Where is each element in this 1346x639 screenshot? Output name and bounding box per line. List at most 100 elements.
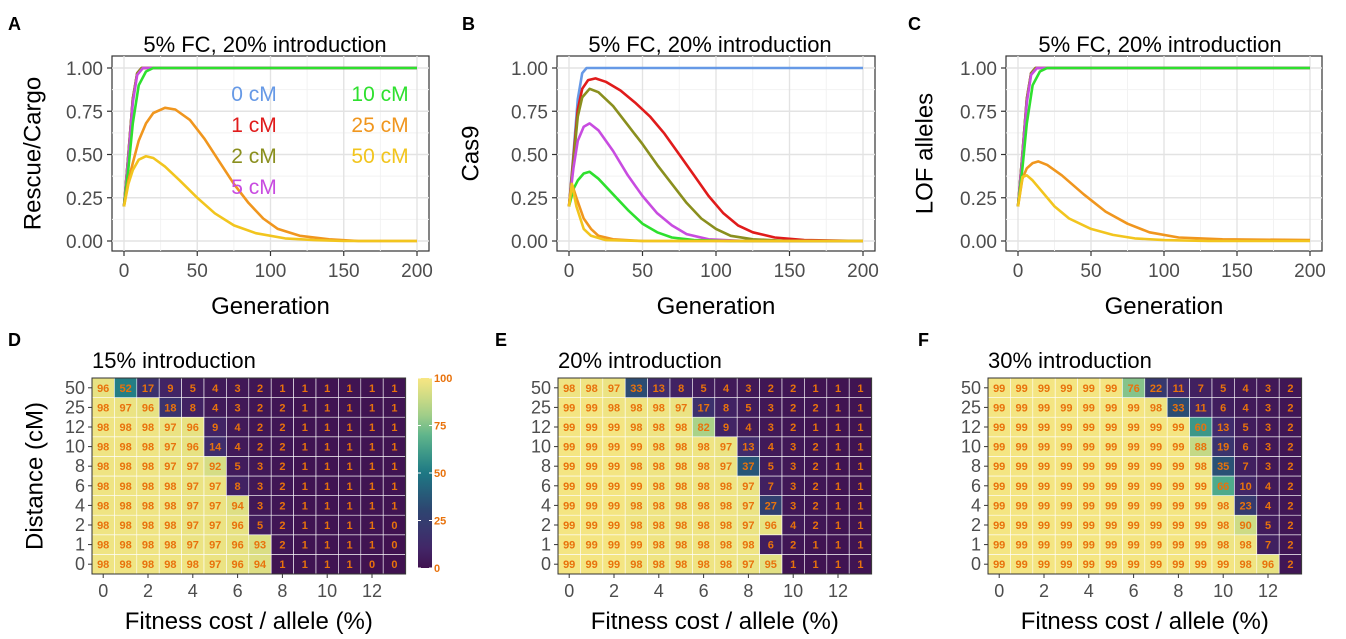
cell-value: 99 xyxy=(1015,422,1027,434)
series-line-10-cm xyxy=(1016,66,1310,207)
cell-value: 99 xyxy=(563,461,575,473)
cell-value: 1 xyxy=(391,442,397,454)
cell-value: 3 xyxy=(768,422,774,434)
y-tick-label: 8 xyxy=(541,456,551,476)
cell-value: 1 xyxy=(835,402,841,414)
cell-value: 98 xyxy=(187,559,199,571)
cell-value: 1 xyxy=(369,402,375,414)
cell-value: 97 xyxy=(720,461,732,473)
cell-value: 99 xyxy=(1060,461,1072,473)
cell-value: 2 xyxy=(813,402,819,414)
cell-value: 99 xyxy=(1127,481,1139,493)
y-tick-label: 0 xyxy=(541,554,551,574)
series-line-10-cm xyxy=(567,170,863,243)
cell-value: 1 xyxy=(790,559,796,571)
cell-value: 98 xyxy=(119,500,131,512)
cell-value: 0 xyxy=(391,559,397,571)
cell-value: 1 xyxy=(347,383,353,395)
cell-value: 99 xyxy=(585,520,597,532)
x-tick-label: 50 xyxy=(187,261,208,282)
cell-value: 99 xyxy=(1127,559,1139,571)
cell-value: 98 xyxy=(142,422,154,434)
cell-value: 97 xyxy=(742,481,754,493)
cell-value: 99 xyxy=(1172,520,1184,532)
x-tick-label: 6 xyxy=(699,581,709,601)
cell-value: 99 xyxy=(1195,520,1207,532)
cell-value: 19 xyxy=(1217,442,1229,454)
cell-value: 1 xyxy=(369,383,375,395)
cell-value: 98 xyxy=(164,481,176,493)
y-tick-label: 1 xyxy=(541,535,551,555)
y-tick-label: 1 xyxy=(75,535,85,555)
cell-value: 97 xyxy=(209,481,221,493)
cell-value: 98 xyxy=(1195,461,1207,473)
cell-value: 99 xyxy=(1015,402,1027,414)
cell-value: 99 xyxy=(608,540,620,552)
cell-value: 2 xyxy=(813,481,819,493)
x-tick-label: 200 xyxy=(1294,261,1326,282)
cell-value: 99 xyxy=(1083,383,1095,395)
x-tick-label: 100 xyxy=(1148,261,1180,282)
cell-value: 1 xyxy=(324,559,330,571)
cell-value: 99 xyxy=(1015,540,1027,552)
cell-value: 7 xyxy=(1265,540,1271,552)
cell-value: 4 xyxy=(235,422,242,434)
cell-value: 98 xyxy=(97,402,109,414)
x-tick-label: 100 xyxy=(255,261,287,282)
cell-value: 99 xyxy=(1195,500,1207,512)
cell-value: 99 xyxy=(1038,500,1050,512)
cell-value: 1 xyxy=(369,422,375,434)
y-tick-label: 6 xyxy=(971,476,981,496)
heatmap-f: 99 99 99 99 99 99 99 99 99 99 99 98 96 2 99 99 99 99 99 99 9… xyxy=(918,330,1303,635)
cell-value: 98 xyxy=(653,500,665,512)
cell-value: 3 xyxy=(1265,461,1271,473)
cell-value: 99 xyxy=(608,442,620,454)
cell-value: 6 xyxy=(768,540,774,552)
cell-value: 1 xyxy=(391,422,397,434)
y-tick-label: 2 xyxy=(971,515,981,535)
cell-value: 99 xyxy=(1038,422,1050,434)
x-tick-label: 150 xyxy=(774,261,806,282)
series-line-50-cm xyxy=(1016,174,1310,243)
cell-value: 98 xyxy=(675,500,687,512)
cell-value: 0 xyxy=(391,520,397,532)
cell-value: 1 xyxy=(279,559,285,571)
cell-value: 1 xyxy=(302,559,308,571)
cell-value: 35 xyxy=(1217,461,1229,473)
cell-value: 2 xyxy=(279,402,285,414)
cell-value: 2 xyxy=(813,520,819,532)
cell-value: 99 xyxy=(1038,540,1050,552)
cell-value: 1 xyxy=(813,559,819,571)
cell-value: 99 xyxy=(1172,500,1184,512)
cell-value: 2 xyxy=(257,422,263,434)
cell-value: 97 xyxy=(720,442,732,454)
cell-value: 1 xyxy=(835,540,841,552)
x-tick-label: 6 xyxy=(233,581,243,601)
x-tick-label: 0 xyxy=(564,581,574,601)
y-tick-label: 25 xyxy=(65,397,85,417)
series-line-1-cm xyxy=(567,77,864,243)
cell-value: 5 xyxy=(768,461,774,473)
cell-value: 99 xyxy=(1195,540,1207,552)
cell-value: 99 xyxy=(1150,461,1162,473)
y-tick-label: 25 xyxy=(531,397,551,417)
cell-value: 99 xyxy=(1105,383,1117,395)
y-tick-label: 1.00 xyxy=(960,59,997,80)
x-tick-label: 12 xyxy=(362,581,382,601)
cell-value: 88 xyxy=(1195,442,1207,454)
cell-value: 99 xyxy=(1150,540,1162,552)
cell-value: 1 xyxy=(835,520,841,532)
cell-value: 6 xyxy=(1220,402,1226,414)
cell-value: 99 xyxy=(630,442,642,454)
cell-value: 99 xyxy=(1083,520,1095,532)
cell-value: 98 xyxy=(653,461,665,473)
x-tick-label: 150 xyxy=(328,261,360,282)
cell-value: 96 xyxy=(142,402,154,414)
cell-value: 7 xyxy=(1243,461,1249,473)
cell-value: 99 xyxy=(1083,461,1095,473)
cell-value: 97 xyxy=(164,422,176,434)
cell-value: 3 xyxy=(235,383,241,395)
cell-value: 1 xyxy=(279,383,285,395)
cell-value: 6 xyxy=(1243,442,1249,454)
